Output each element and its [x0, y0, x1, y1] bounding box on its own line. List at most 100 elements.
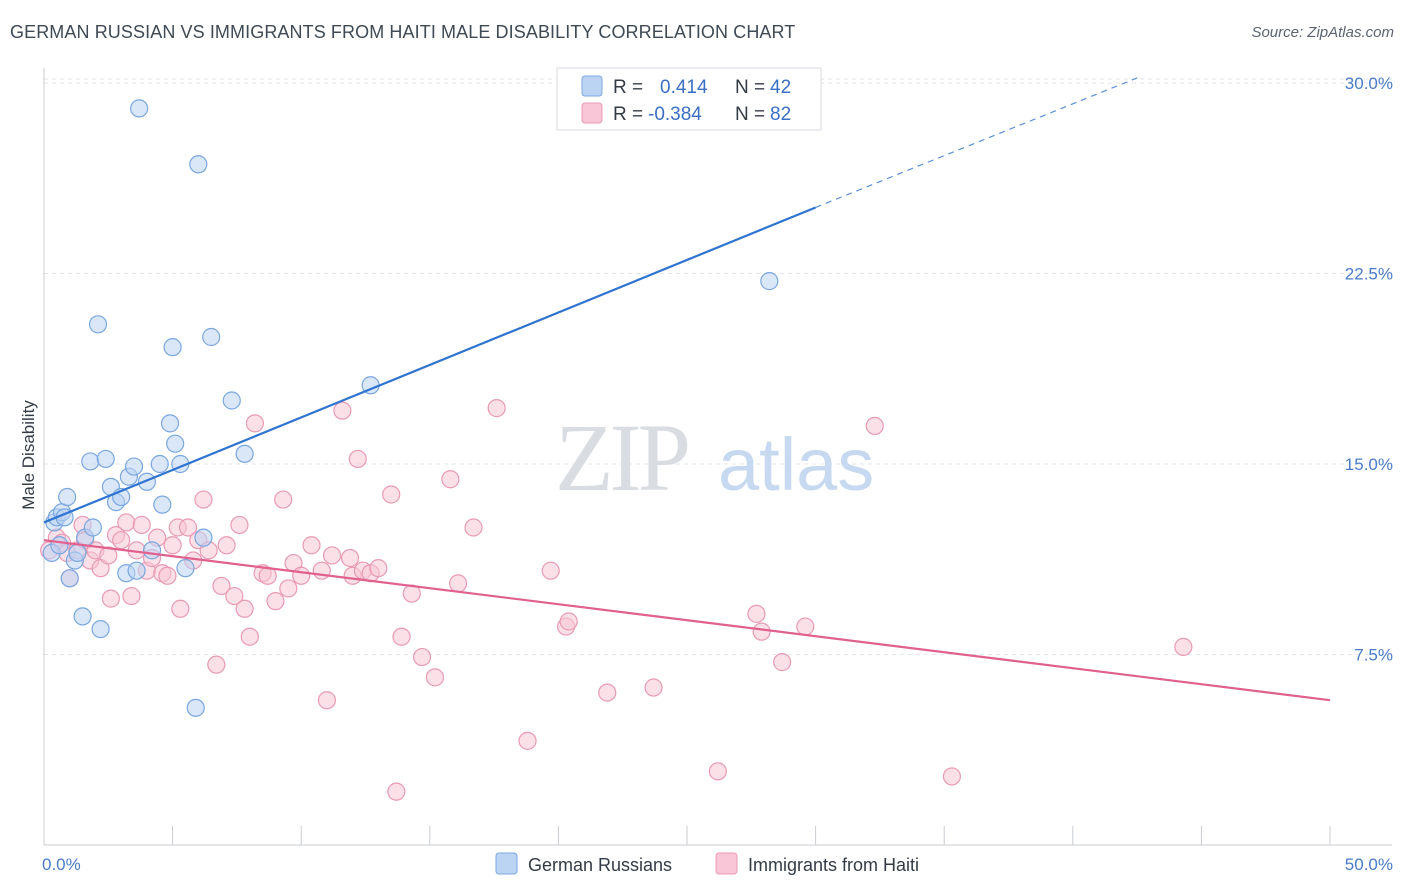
legend-swatch-blue [581, 75, 603, 97]
haiti-point-12 [101, 589, 120, 608]
german-russian-point-7 [60, 569, 79, 588]
haiti-trend-line [43, 539, 1331, 702]
bottom-legend-haiti: Immigrants from Haiti [748, 855, 919, 875]
haiti-point-23 [158, 566, 177, 585]
german-russian-point-13 [83, 518, 102, 537]
trend-lines [43, 77, 1331, 702]
y-tick-label-2: 22.5% [1345, 265, 1393, 284]
german-russian-point-24 [130, 99, 149, 118]
haiti-point-36 [230, 515, 249, 535]
german-russian-point-34 [186, 698, 205, 717]
german-russian-point-39 [235, 444, 254, 463]
haiti-point-64 [441, 470, 460, 489]
german-russian-point-15 [91, 619, 110, 639]
bottom-legend: German Russians Immigrants from Haiti [495, 852, 919, 875]
haiti-point-63 [425, 668, 445, 687]
haiti-point-74 [708, 762, 727, 781]
german-russian-point-35 [189, 155, 208, 174]
haiti-point-51 [333, 401, 352, 420]
haiti-point-46 [292, 566, 311, 585]
axes [43, 68, 1392, 846]
haiti-point-79 [865, 416, 884, 435]
legend-swatch-pink [581, 102, 603, 124]
legend: R = 0.414 N = 42 R = -0.384 N = 82 [556, 67, 822, 131]
haiti-point-81 [1174, 637, 1193, 656]
y-tick-labels: 7.5% 15.0% 22.5% 30.0% [1345, 74, 1393, 665]
haiti-point-75 [747, 604, 766, 623]
legend-n-value-2: 82 [770, 104, 791, 125]
haiti-point-24 [163, 536, 182, 555]
haiti-point-15 [117, 513, 136, 532]
german-russian-trend-extension [815, 77, 1138, 209]
german-russian-point-10 [73, 607, 92, 626]
german-russian-point-38 [222, 391, 241, 410]
legend-n-label-1: N = [735, 77, 765, 98]
source-label: Source: ZipAtlas.com [1251, 24, 1394, 41]
legend-n-label-2: N = [735, 104, 765, 125]
y-tick-label-0: 7.5% [1354, 646, 1393, 665]
haiti-point-32 [207, 655, 226, 674]
haiti-point-68 [518, 731, 537, 750]
haiti-point-48 [312, 561, 331, 580]
haiti-point-43 [274, 490, 293, 509]
german-russian-point-6 [58, 487, 77, 507]
haiti-point-38 [240, 627, 259, 646]
haiti-point-18 [132, 515, 151, 535]
chart-title: GERMAN RUSSIAN VS IMMIGRANTS FROM HAITI … [10, 22, 796, 42]
haiti-point-44 [279, 579, 298, 598]
german-russian-point-3 [50, 536, 69, 555]
haiti-point-57 [369, 559, 388, 578]
x-tick-label-min: 0.0% [42, 855, 81, 874]
german-russian-point-33 [176, 559, 195, 578]
haiti-point-60 [392, 627, 411, 646]
haiti-point-47 [302, 536, 321, 555]
german-russian-point-37 [202, 327, 221, 347]
haiti-point-54 [348, 449, 367, 469]
german-russian-point-14 [88, 315, 108, 334]
german-russian-point-9 [68, 543, 87, 563]
x-tick-label-max: 50.0% [1345, 855, 1393, 874]
haiti-point-52 [340, 548, 360, 568]
german-russian-trend-line [43, 206, 817, 524]
haiti-point-78 [796, 617, 815, 636]
german-russian-point-36 [194, 528, 213, 547]
y-axis-label: Male Disability [19, 400, 38, 510]
haiti-point-33 [212, 576, 231, 596]
haiti-point-16 [122, 586, 141, 606]
haiti-point-76 [752, 622, 771, 641]
haiti-point-65 [448, 574, 468, 593]
bottom-legend-german-russians: German Russians [528, 855, 672, 875]
german-russian-point-26 [142, 541, 162, 560]
watermark-zip: ZIP [555, 404, 688, 511]
y-tick-label-3: 30.0% [1345, 74, 1393, 93]
bottom-legend-swatch-blue [495, 852, 518, 875]
haiti-point-50 [322, 546, 342, 565]
legend-n-value-1: 42 [770, 77, 791, 98]
haiti-point-71 [559, 612, 578, 631]
haiti-point-66 [464, 518, 483, 537]
legend-r-label-1: R = [613, 77, 643, 98]
haiti-point-30 [194, 490, 213, 509]
x-tick-labels: 0.0% 50.0% [42, 855, 1393, 874]
watermark-atlas: atlas [718, 423, 874, 506]
haiti-point-59 [387, 782, 406, 801]
haiti-point-67 [487, 399, 506, 418]
haiti-point-80 [942, 767, 962, 786]
german-russian-point-31 [166, 434, 185, 453]
german-russian-point-27 [150, 454, 169, 474]
haiti-point-26 [171, 599, 190, 618]
haiti-point-73 [644, 678, 663, 697]
haiti-point-49 [317, 691, 337, 710]
haiti-point-35 [225, 586, 244, 606]
haiti-point-72 [598, 683, 617, 702]
haiti-point-62 [412, 647, 432, 667]
haiti-point-42 [266, 592, 285, 611]
german-russian-point-16 [96, 449, 115, 469]
haiti-point-37 [235, 599, 254, 618]
bottom-legend-swatch-pink [715, 852, 738, 875]
haiti-point-69 [541, 561, 560, 580]
legend-r-value-1: 0.414 [660, 77, 708, 98]
haiti-point-77 [773, 653, 792, 672]
legend-r-label-2: R = [613, 104, 643, 125]
